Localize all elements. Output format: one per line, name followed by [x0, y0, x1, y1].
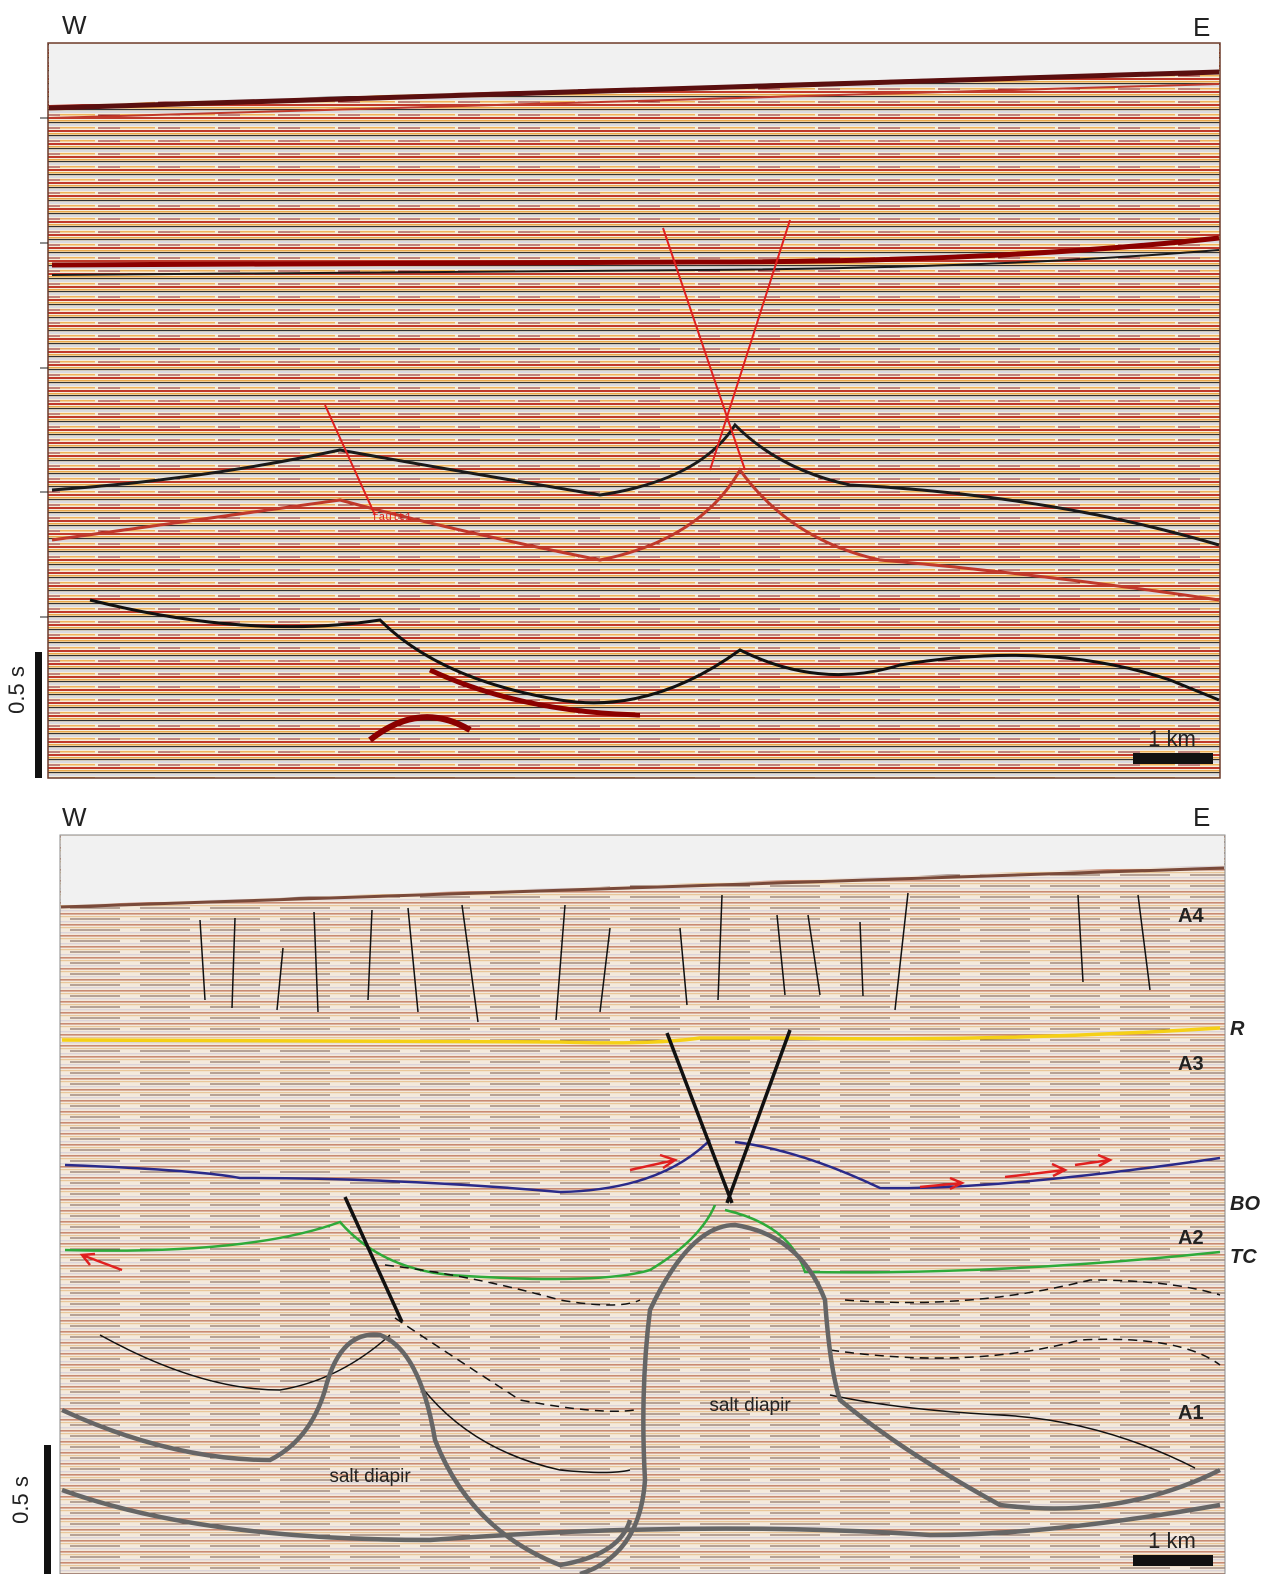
east-label: E	[1193, 12, 1210, 42]
fault-label: fault1	[372, 512, 412, 524]
west-label: W	[62, 10, 87, 40]
distance-scale-label: 1 km	[1148, 726, 1196, 751]
unit-label: A3	[1178, 1053, 1204, 1075]
time-scale-label: 0.5 s	[4, 666, 29, 714]
unit-label: A2	[1178, 1227, 1204, 1249]
time-scale-bar	[35, 652, 42, 778]
seismic-section	[48, 43, 1220, 778]
top-panel: fault1 0.5 s 1 km W E	[4, 10, 1220, 778]
structure-label: salt diapir	[329, 1466, 411, 1487]
distance-scale-bar	[1133, 1555, 1213, 1566]
unit-label: A4	[1178, 905, 1204, 927]
distance-scale-label: 1 km	[1148, 1528, 1196, 1553]
west-label: W	[62, 802, 87, 832]
bottom-panel: A4 A3 A2 A1 R BO TC salt diapir salt dia…	[8, 802, 1260, 1574]
time-ticks	[40, 118, 48, 617]
time-scale-label: 0.5 s	[8, 1476, 33, 1524]
distance-scale-bar	[1133, 753, 1213, 764]
figure: fault1 0.5 s 1 km W E	[0, 0, 1282, 1574]
structure-label: salt diapir	[709, 1395, 791, 1416]
time-scale-bar	[44, 1445, 51, 1574]
horizon-label: BO	[1230, 1193, 1260, 1215]
unit-label: A1	[1178, 1402, 1204, 1424]
horizon-label: TC	[1230, 1246, 1257, 1268]
east-label: E	[1193, 802, 1210, 832]
horizon-label: R	[1230, 1018, 1245, 1040]
